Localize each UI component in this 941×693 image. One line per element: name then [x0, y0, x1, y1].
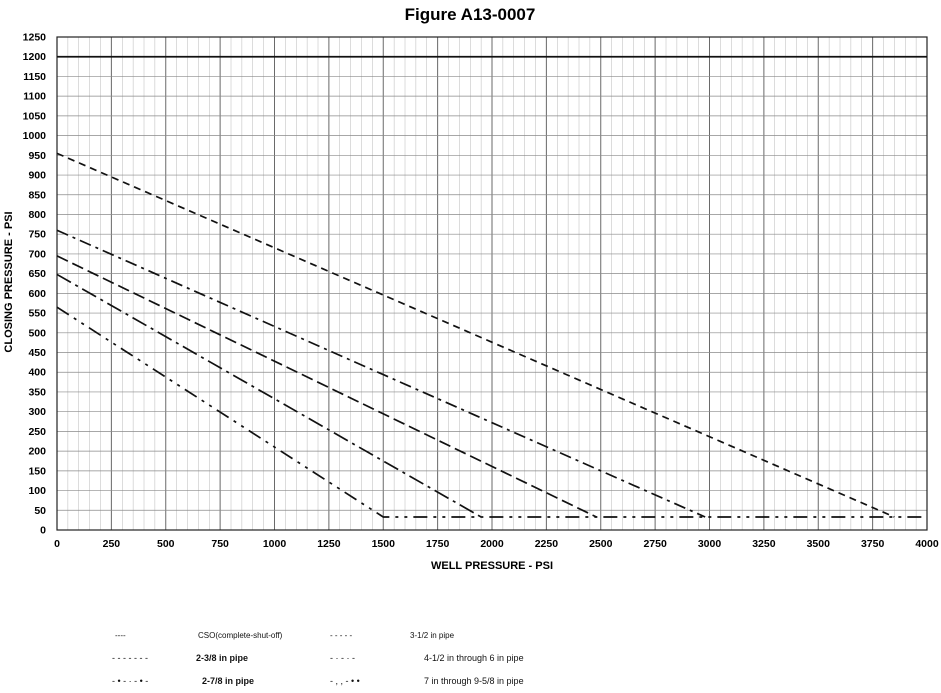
legend-label-4-1-2: 4-1/2 in through 6 in pipe: [424, 653, 524, 663]
legend-marker-2-3-8: - - - - - - -: [112, 653, 148, 663]
y-tick-label: 200: [28, 446, 46, 458]
major-grid: [56, 36, 928, 531]
x-axis-label: WELL PRESSURE - PSI: [431, 560, 553, 572]
x-axis-ticks: 0 250 500 750 1000 1250 1500 1750 2000 2250 2500 27…: [54, 538, 939, 550]
y-tick-label: 150: [28, 465, 46, 477]
y-tick-label: 0: [40, 525, 46, 537]
y-tick-label: 550: [28, 308, 46, 320]
x-tick-label: 750: [211, 538, 229, 550]
x-tick-label: 4000: [915, 538, 939, 550]
y-tick-label: 650: [28, 268, 46, 280]
x-tick-label: 3000: [698, 538, 722, 550]
legend-label-cso: CSO(complete-shut-off): [198, 631, 283, 640]
y-tick-label: 850: [28, 189, 46, 201]
series-line-4: [56, 255, 597, 518]
y-tick-label: 250: [28, 426, 46, 438]
series-lines: [56, 55, 927, 518]
y-tick-label: 300: [28, 406, 46, 418]
y-tick-label: 1000: [23, 130, 47, 142]
legend-label-3-1-2: 3-1/2 in pipe: [410, 631, 455, 640]
legend-label-2-7-8: 2-7/8 in pipe: [202, 676, 254, 686]
y-axis-label: CLOSING PRESSURE - PSI: [3, 211, 15, 352]
y-tick-label: 700: [28, 248, 46, 260]
x-tick-label: 2500: [589, 538, 613, 550]
legend-marker-7-in: - , , - • •: [330, 676, 360, 686]
legend-marker-2-7-8: - • - · - • -: [112, 676, 148, 686]
x-tick-label: 1750: [426, 538, 450, 550]
y-tick-label: 1100: [23, 91, 46, 103]
series-line-6: [56, 152, 895, 518]
x-tick-label: 500: [157, 538, 175, 550]
y-tick-label: 350: [28, 386, 46, 398]
y-tick-label: 1200: [23, 51, 47, 63]
y-tick-label: 1050: [23, 110, 47, 122]
x-tick-label: 3500: [807, 538, 831, 550]
x-tick-label: 1250: [317, 538, 341, 550]
y-tick-label: 400: [28, 367, 46, 379]
y-tick-label: 100: [28, 485, 46, 497]
legend-marker-cso: ----: [115, 631, 126, 640]
x-tick-label: 2750: [643, 538, 667, 550]
legend-marker-4-1-2: - · - · -: [330, 653, 355, 663]
y-tick-label: 1250: [23, 32, 47, 44]
y-tick-label: 1150: [23, 71, 46, 83]
x-tick-label: 250: [103, 538, 121, 550]
x-tick-label: 1500: [372, 538, 396, 550]
series-line-2: [56, 306, 927, 518]
y-axis-ticks: 0 50 100 150 200 250 300 350 400 450 500 550 600 650 7…: [23, 32, 47, 537]
legend-label-7-in: 7 in through 9-5/8 in pipe: [424, 676, 524, 686]
plot-border: [56, 36, 928, 531]
x-tick-label: 2000: [480, 538, 504, 550]
y-tick-label: 900: [28, 170, 46, 182]
y-tick-label: 600: [28, 288, 46, 300]
y-tick-label: 800: [28, 209, 46, 221]
y-tick-label: 750: [28, 229, 46, 241]
chart-title: Figure A13-0007: [405, 5, 536, 24]
series-line-5: [56, 229, 706, 518]
x-tick-label: 3250: [752, 538, 776, 550]
legend-marker-3-1-2: - - - - -: [330, 631, 353, 640]
legend-label-2-3-8: 2-3/8 in pipe: [196, 653, 248, 663]
legend: ---- CSO(complete-shut-off) - - - - - 3-…: [112, 631, 524, 686]
x-tick-label: 3750: [861, 538, 885, 550]
x-tick-label: 1000: [263, 538, 287, 550]
y-tick-label: 950: [28, 150, 46, 162]
y-tick-label: 500: [28, 327, 46, 339]
series-line-3: [56, 273, 482, 518]
x-tick-label: 0: [54, 538, 60, 550]
y-tick-label: 450: [28, 347, 46, 359]
x-tick-label: 2250: [535, 538, 559, 550]
y-tick-label: 50: [34, 505, 46, 517]
